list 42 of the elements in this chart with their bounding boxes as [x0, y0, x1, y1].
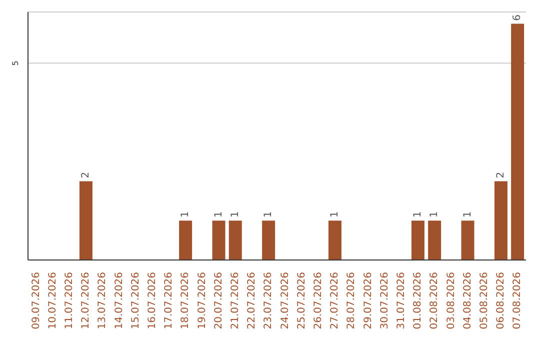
x-tick-label: 11.07.2026 [64, 272, 75, 330]
x-tick-label: 12.07.2026 [80, 272, 92, 330]
x-tick-label: 31.07.2026 [396, 272, 407, 330]
x-tick-label: 01.08.2026 [412, 272, 424, 330]
data-label: 1 [230, 211, 241, 218]
x-tick-label: 28.07.2026 [346, 272, 358, 330]
x-tick-label: 24.07.2026 [280, 272, 291, 330]
data-label: 1 [462, 211, 474, 218]
data-label: 2 [80, 172, 92, 178]
x-tick-label: 15.07.2026 [130, 272, 142, 330]
x-tick-label: 21.07.2026 [230, 272, 241, 330]
y-tick-label: 5 [11, 60, 20, 66]
x-tick-label: 22.07.2026 [246, 272, 258, 330]
data-label: 6 [512, 14, 524, 21]
x-tick-label: 30.07.2026 [379, 272, 390, 330]
x-tick-label: 20.07.2026 [213, 272, 224, 330]
x-tick-label: 29.07.2026 [362, 272, 374, 330]
data-label: 1 [180, 211, 192, 218]
x-tick-label: 10.07.2026 [47, 272, 58, 330]
x-tick-label: 07.08.2026 [512, 272, 524, 330]
data-label: 1 [429, 211, 440, 218]
data-label: 1 [263, 211, 274, 218]
x-tick-label: 18.07.2026 [180, 272, 192, 330]
x-tick-label: 17.07.2026 [164, 272, 175, 330]
x-tick-label: 04.08.2026 [462, 272, 474, 330]
x-tick-label: 16.07.2026 [147, 272, 158, 330]
data-label: 2 [495, 172, 506, 178]
x-tick-label: 25.07.2026 [296, 272, 308, 330]
x-tick-label: 23.07.2026 [263, 272, 274, 330]
x-tick-label: 26.07.2026 [313, 272, 324, 330]
x-tick-label: 14.07.2026 [114, 272, 125, 330]
x-tick-label: 13.07.2026 [97, 272, 108, 330]
data-label: 1 [329, 211, 340, 218]
x-tick-label: 02.08.2026 [429, 272, 440, 330]
x-tick-label: 06.08.2026 [496, 272, 507, 330]
x-tick-label: 05.08.2026 [479, 272, 490, 330]
x-tick-label: 27.07.2026 [330, 272, 341, 330]
x-tick-label: 03.08.2026 [446, 272, 457, 330]
data-label: 1 [213, 211, 224, 218]
x-tick-label: 19.07.2026 [196, 272, 208, 330]
x-tick-label: 09.07.2026 [30, 272, 42, 330]
data-label: 1 [412, 211, 424, 218]
